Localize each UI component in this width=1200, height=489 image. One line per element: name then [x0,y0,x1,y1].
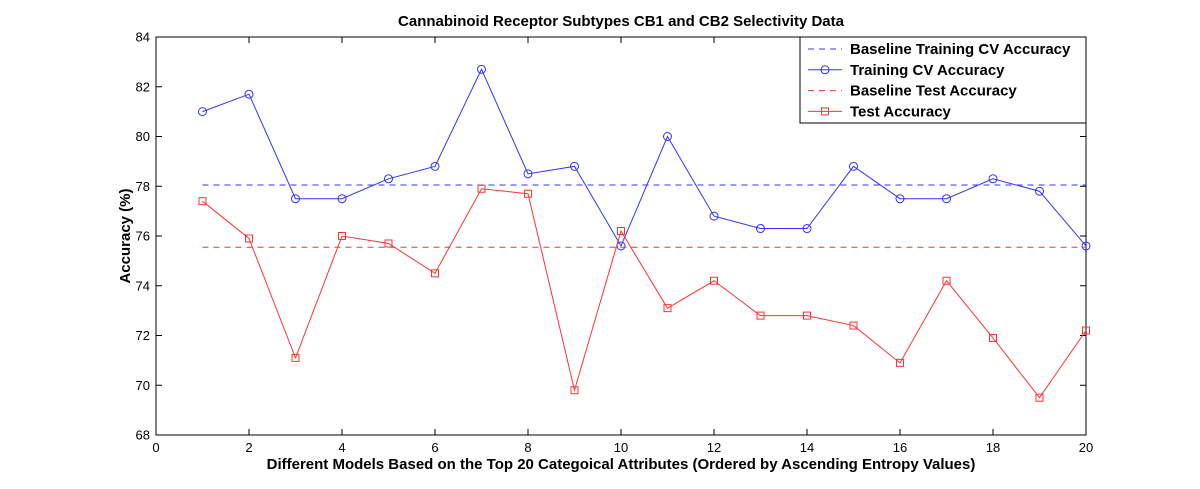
legend-item: Test Accuracy [808,103,952,120]
data-point [756,311,765,320]
legend: Baseline Training CV Accuracy Training CV… [799,36,1087,124]
data-point [710,276,718,285]
legend-marker [820,65,830,75]
data-point [942,194,951,204]
data-point [989,333,997,342]
legend-marker [821,107,829,116]
legend-item: Baseline Training CV Accuracy [808,41,1071,58]
x-tick-label: 14 [800,440,814,455]
data-point [431,269,439,278]
y-axis-label: Accuracy (%) [117,188,134,283]
data-point [245,234,253,243]
data-point [802,224,812,234]
legend-item: Training CV Accuracy [808,62,1005,79]
series-layer [198,64,1091,402]
data-point [617,227,625,236]
data-point [384,239,393,248]
data-point [384,174,393,184]
legend-box [799,36,1087,124]
data-point [663,304,672,313]
series-line [202,68,1087,248]
data-point [570,161,579,171]
y-tick-label: 82 [136,79,150,94]
data-point [337,194,347,204]
data-point [1035,393,1044,402]
series-line [202,188,1087,399]
data-point [338,232,346,240]
x-tick-label: 10 [614,440,628,455]
x-tick-label: 2 [245,440,252,455]
data-point [291,353,300,362]
y-tick-label: 70 [136,378,150,393]
x-tick-label: 20 [1079,440,1093,455]
y-tick-label: 68 [136,428,150,443]
y-tick-label: 80 [136,129,150,144]
y-tick-label: 74 [136,278,150,293]
legend-label: Training CV Accuracy [850,62,1005,79]
legend-label: Baseline Test Accuracy [850,83,1017,100]
x-axis-label: Different Models Based on the Top 20 Cat… [267,456,976,473]
data-point [244,89,254,99]
data-point [1035,186,1044,196]
y-tick-label: 76 [136,229,150,244]
data-point [803,311,811,320]
data-point [663,132,672,141]
data-point [896,358,904,367]
x-tick-label: 16 [893,440,907,455]
data-point [430,161,440,171]
data-point [477,184,486,193]
y-tick-label: 84 [136,30,150,45]
series-3 [198,184,1090,402]
legend-item: Baseline Test Accuracy [808,83,1017,100]
data-point [988,174,998,184]
data-point [1082,326,1090,335]
data-point [709,211,719,221]
data-point [1081,241,1091,251]
data-point [477,64,486,74]
data-point [524,189,532,198]
data-point [523,169,533,179]
y-tick-label: 78 [136,179,150,194]
series-1 [198,64,1091,251]
data-point [198,107,207,117]
x-tick-label: 0 [152,440,159,455]
data-point [198,197,207,206]
x-tick-label: 12 [707,440,721,455]
legend-label: Test Accuracy [850,103,952,120]
x-tick-label: 18 [986,440,1000,455]
data-point [895,194,905,204]
chart-title: Cannabinoid Receptor Subtypes CB1 and CB… [398,13,845,30]
data-point [849,321,858,330]
x-tick-label: 6 [431,440,438,455]
x-tick-label: 8 [524,440,531,455]
y-tick-label: 72 [136,328,150,343]
data-point [942,276,951,285]
data-point [570,386,579,395]
data-point [291,194,300,204]
data-point [849,161,858,171]
data-point [756,224,765,234]
x-tick-label: 4 [338,440,345,455]
legend-label: Baseline Training CV Accuracy [850,41,1071,58]
